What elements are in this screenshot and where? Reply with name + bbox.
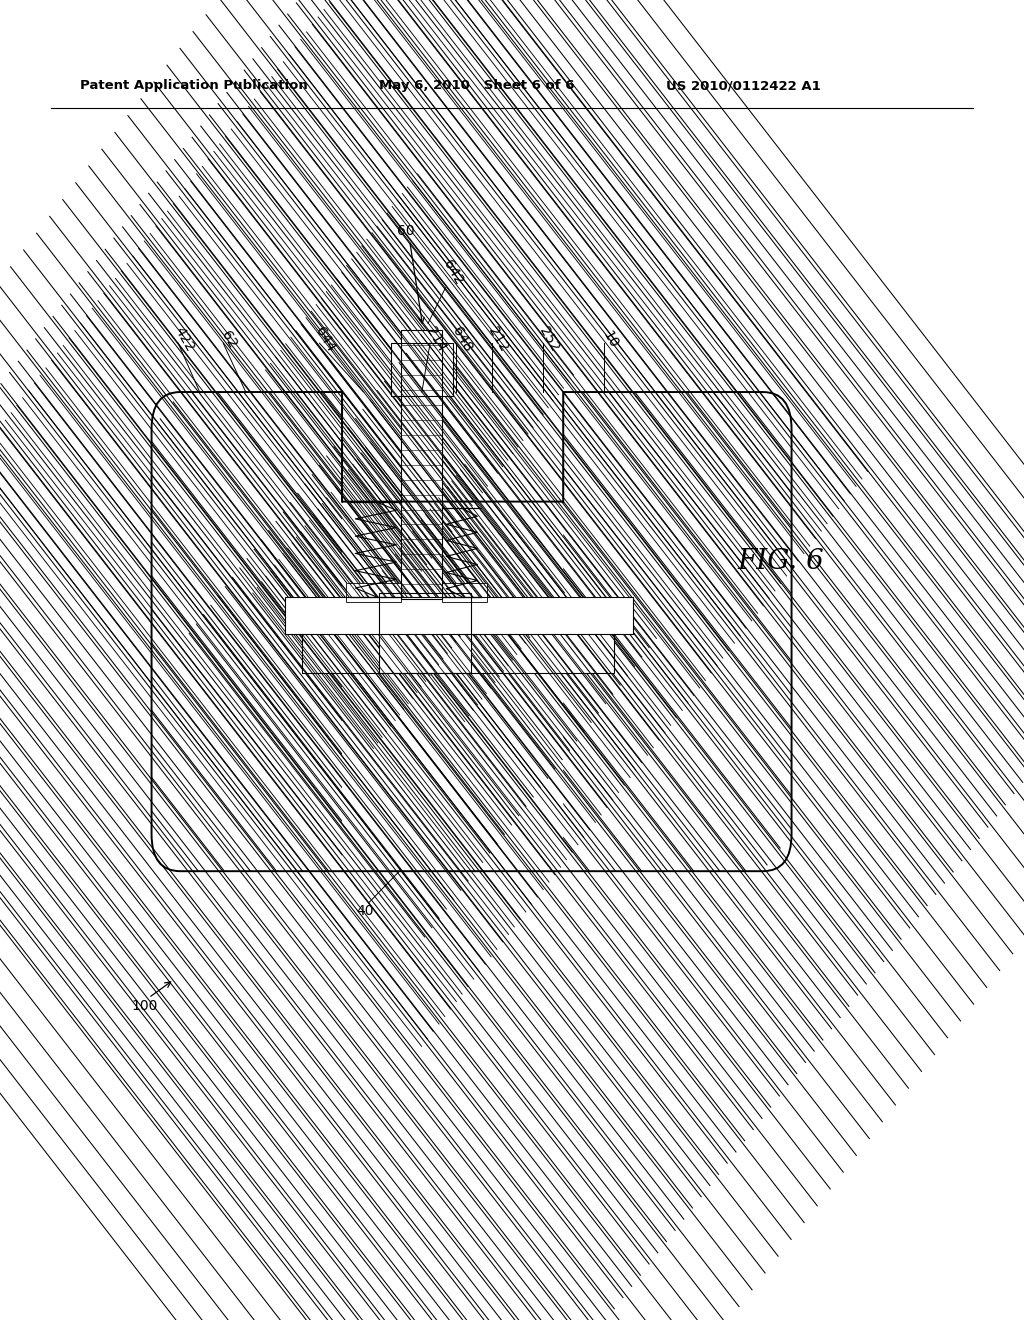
Text: Patent Application Publication: Patent Application Publication — [80, 79, 307, 92]
Bar — [391, 343, 453, 396]
Polygon shape — [563, 392, 792, 871]
Bar — [442, 583, 487, 602]
Text: 214: 214 — [424, 325, 449, 355]
Text: 648: 648 — [450, 325, 474, 355]
Text: 422: 422 — [172, 325, 197, 355]
Bar — [302, 631, 614, 673]
Bar — [401, 330, 442, 599]
Bar — [285, 597, 633, 634]
Text: 100: 100 — [131, 999, 158, 1012]
Text: May 6, 2010   Sheet 6 of 6: May 6, 2010 Sheet 6 of 6 — [379, 79, 574, 92]
Bar — [391, 343, 453, 396]
Text: US 2010/0112422 A1: US 2010/0112422 A1 — [666, 79, 820, 92]
Bar — [342, 502, 563, 871]
Text: 62: 62 — [219, 329, 240, 351]
Bar — [401, 330, 442, 599]
Bar — [346, 583, 401, 602]
Text: 10: 10 — [600, 329, 621, 351]
Text: 40: 40 — [356, 904, 374, 919]
Text: 252: 252 — [537, 325, 561, 355]
Bar — [442, 583, 487, 602]
Bar — [379, 593, 471, 673]
Text: 212: 212 — [485, 325, 510, 355]
Bar — [346, 583, 401, 602]
Polygon shape — [152, 392, 342, 871]
Text: 60: 60 — [397, 223, 415, 238]
Text: FIG. 6: FIG. 6 — [737, 548, 824, 574]
Bar — [379, 593, 471, 673]
Text: 644: 644 — [313, 325, 338, 355]
Bar — [302, 631, 614, 673]
Text: 642: 642 — [440, 257, 466, 288]
